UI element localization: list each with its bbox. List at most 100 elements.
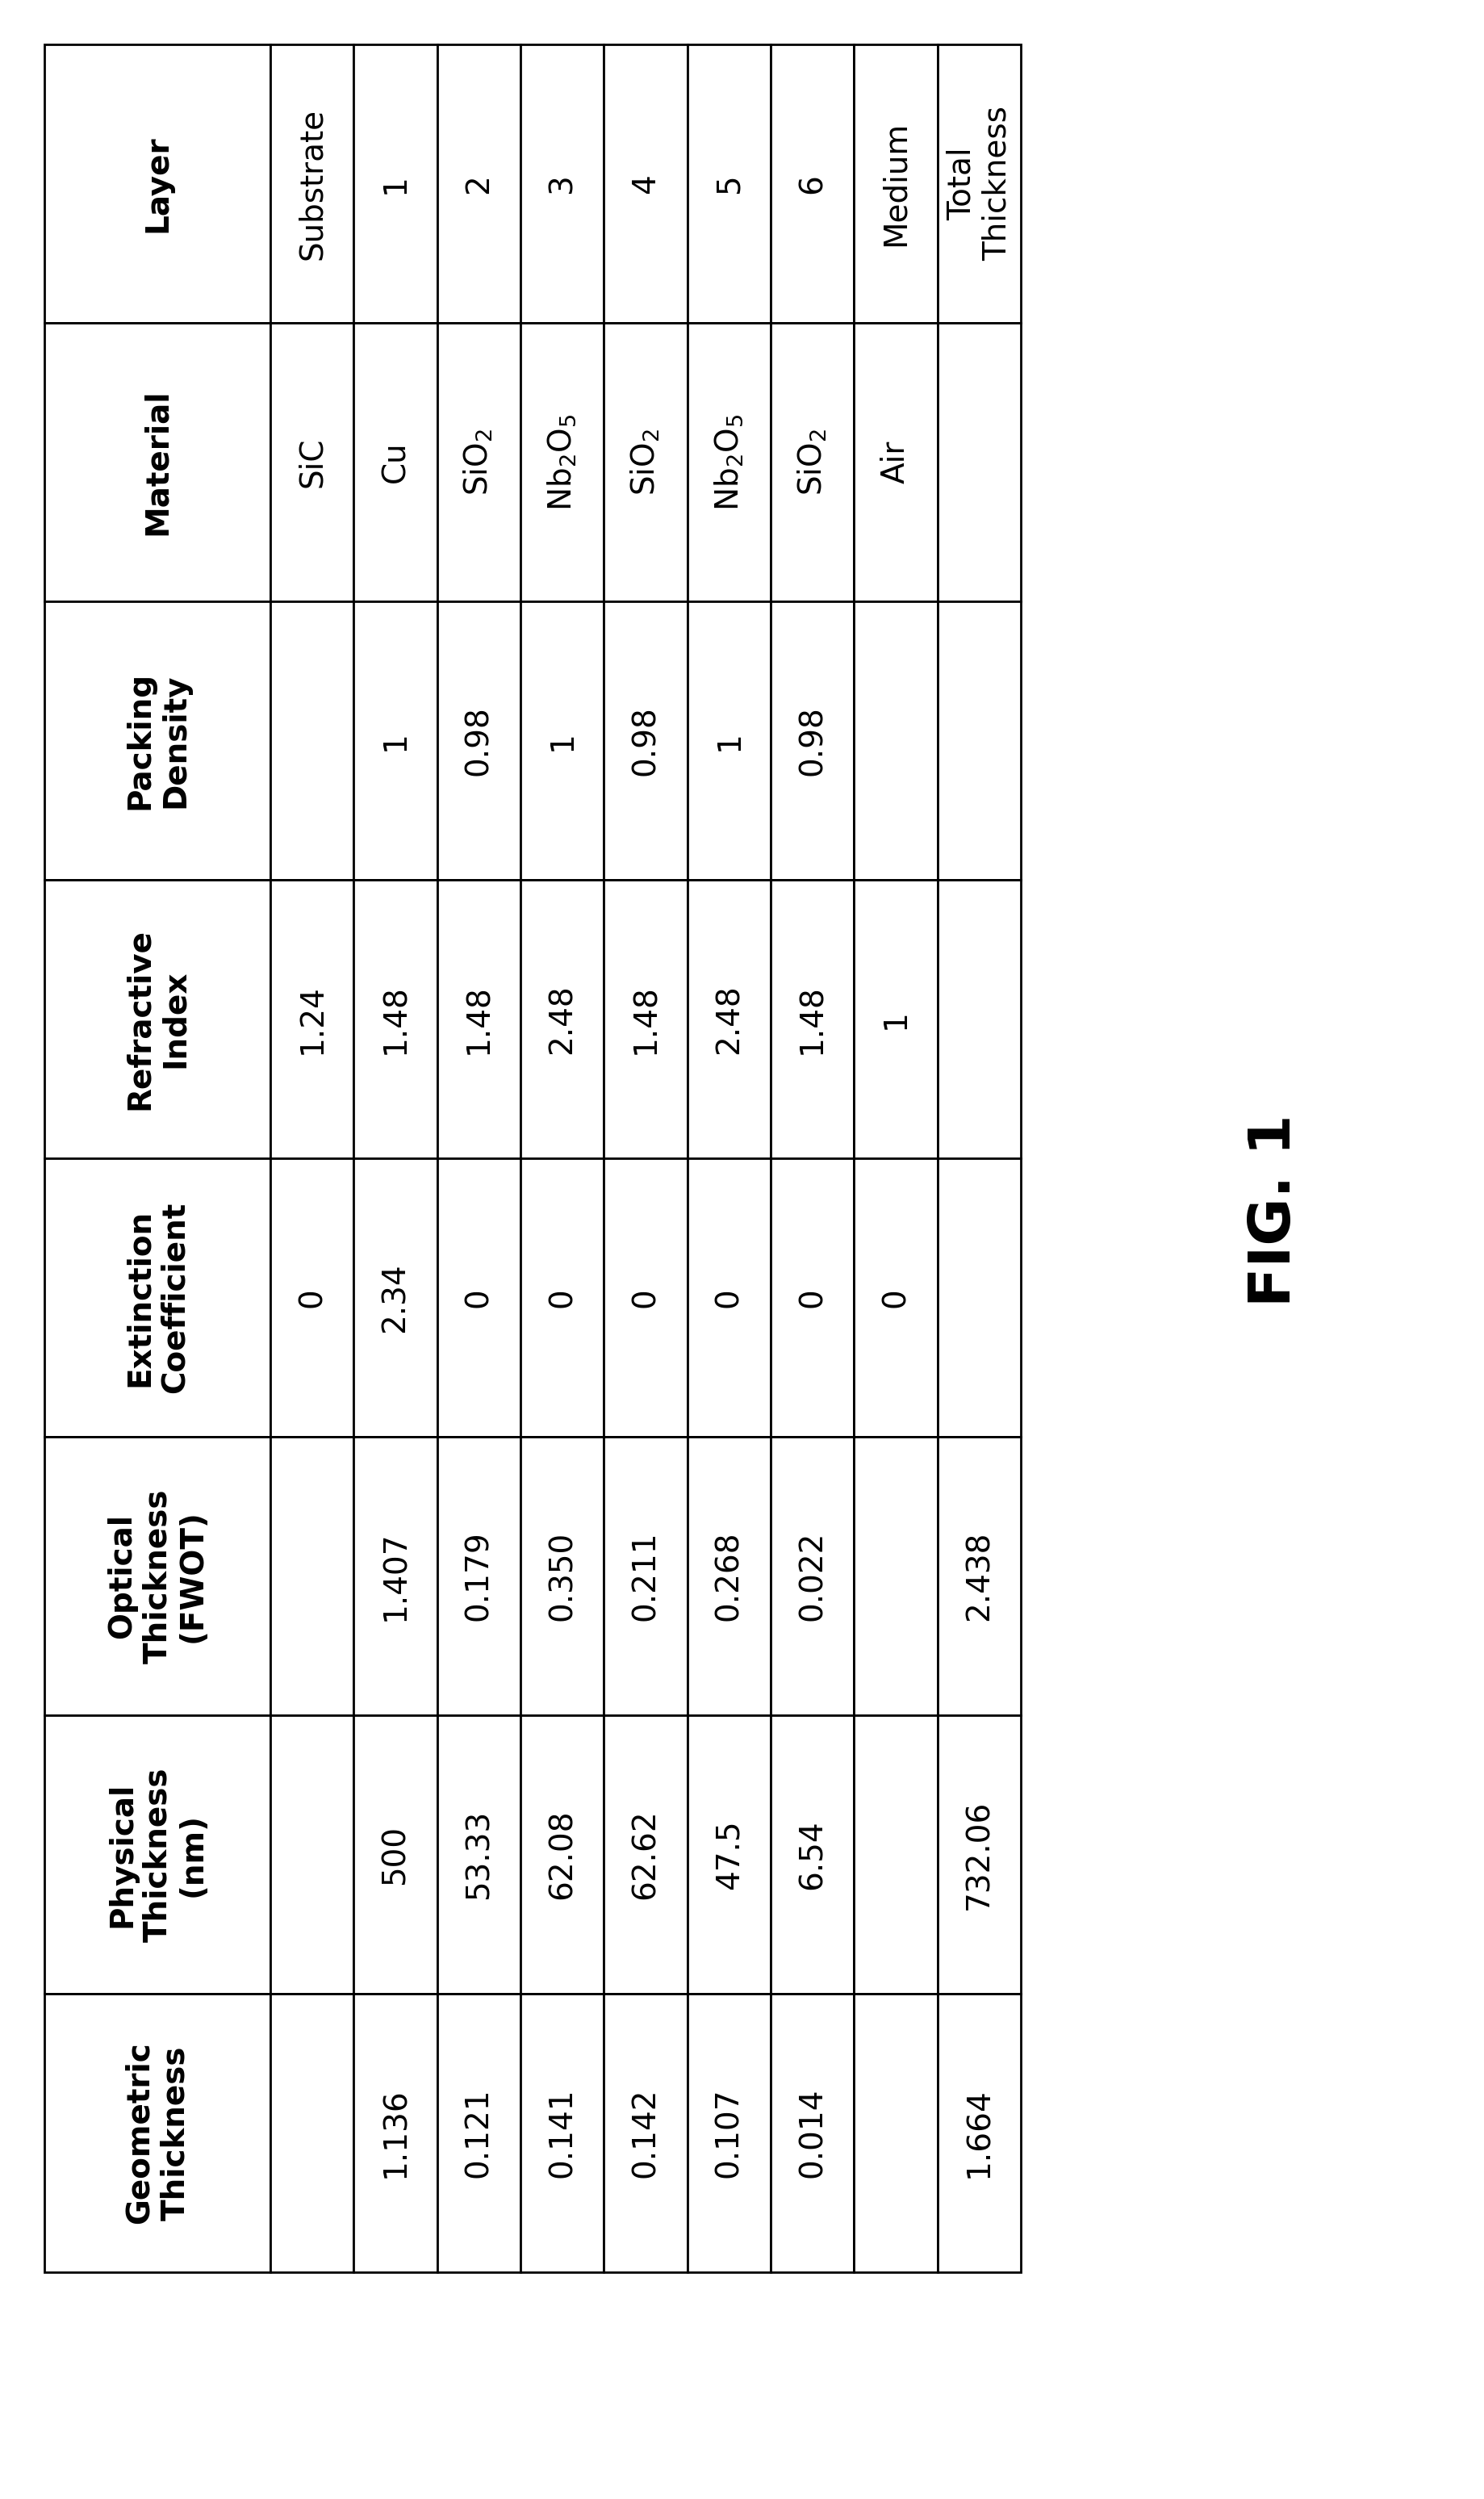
- Bar: [270, 602, 353, 880]
- Text: Cu: Cu: [380, 442, 411, 482]
- Text: Geometric
Thickness: Geometric Thickness: [125, 2042, 190, 2224]
- Text: SiO$_2$: SiO$_2$: [795, 430, 828, 495]
- Bar: [521, 880, 604, 1160]
- Bar: [936, 322, 1020, 602]
- Text: Optical
Thickness
(FWOT): Optical Thickness (FWOT): [107, 1489, 208, 1664]
- Text: Air: Air: [880, 440, 911, 485]
- Bar: [353, 45, 436, 322]
- Text: 0.121: 0.121: [463, 2087, 494, 2179]
- Bar: [770, 45, 853, 322]
- Bar: [436, 1714, 521, 1994]
- Bar: [687, 1714, 770, 1994]
- Text: Extinction
Coefficient: Extinction Coefficient: [125, 1202, 190, 1394]
- Text: 1.48: 1.48: [463, 985, 494, 1055]
- Bar: [936, 1160, 1020, 1437]
- Text: 0: 0: [546, 1287, 577, 1307]
- Text: 1.407: 1.407: [380, 1532, 411, 1622]
- Text: 500: 500: [380, 1824, 411, 1884]
- Bar: [770, 322, 853, 602]
- Text: Nb$_2$O$_5$: Nb$_2$O$_5$: [546, 412, 577, 510]
- Text: 0.179: 0.179: [463, 1532, 494, 1622]
- Bar: [270, 45, 353, 322]
- Bar: [604, 1160, 687, 1437]
- Bar: [936, 1437, 1020, 1714]
- Text: 0: 0: [629, 1287, 660, 1307]
- Bar: [270, 1160, 353, 1437]
- Text: 1.664: 1.664: [963, 2087, 994, 2179]
- Text: 1: 1: [380, 172, 411, 192]
- Text: FIG. 1: FIG. 1: [1247, 1115, 1301, 1307]
- Bar: [270, 880, 353, 1160]
- Text: Substrate: Substrate: [297, 107, 326, 260]
- Text: 3: 3: [546, 172, 577, 192]
- Text: 0.98: 0.98: [629, 705, 660, 775]
- Text: 0.141: 0.141: [546, 2087, 577, 2179]
- Bar: [936, 1994, 1020, 2272]
- Bar: [687, 880, 770, 1160]
- Text: 1.48: 1.48: [629, 985, 660, 1055]
- Bar: [353, 1160, 436, 1437]
- Text: 6.54: 6.54: [797, 1819, 827, 1889]
- Text: 1: 1: [880, 1010, 911, 1030]
- Bar: [521, 45, 604, 322]
- Bar: [687, 1160, 770, 1437]
- Bar: [853, 1160, 936, 1437]
- Bar: [521, 1160, 604, 1437]
- Bar: [353, 1994, 436, 2272]
- Bar: [853, 880, 936, 1160]
- Text: SiO$_2$: SiO$_2$: [463, 430, 494, 495]
- Text: 1: 1: [714, 730, 743, 750]
- Bar: [436, 602, 521, 880]
- Bar: [436, 1994, 521, 2272]
- Bar: [436, 1437, 521, 1714]
- Text: 2.34: 2.34: [380, 1262, 411, 1332]
- Bar: [604, 1437, 687, 1714]
- Text: 1.48: 1.48: [797, 985, 827, 1055]
- Text: SiC: SiC: [297, 437, 326, 487]
- Bar: [436, 322, 521, 602]
- Bar: [853, 1994, 936, 2272]
- Bar: [353, 322, 436, 602]
- Bar: [45, 880, 270, 1160]
- Text: 2.438: 2.438: [963, 1532, 994, 1622]
- Bar: [436, 1160, 521, 1437]
- Text: Nb$_2$O$_5$: Nb$_2$O$_5$: [712, 412, 745, 510]
- Text: Medium: Medium: [880, 120, 911, 247]
- Text: 1.48: 1.48: [380, 985, 411, 1055]
- Text: 0.211: 0.211: [629, 1532, 660, 1622]
- Text: 62.08: 62.08: [546, 1809, 577, 1899]
- Bar: [45, 602, 270, 880]
- Bar: [270, 322, 353, 602]
- Text: 0: 0: [463, 1287, 494, 1307]
- Bar: [521, 1437, 604, 1714]
- Bar: [853, 45, 936, 322]
- Text: Total
Thickness: Total Thickness: [945, 105, 1012, 260]
- Bar: [436, 880, 521, 1160]
- Text: Refractive
Index: Refractive Index: [125, 927, 190, 1110]
- Text: 0.022: 0.022: [797, 1532, 827, 1622]
- Bar: [936, 602, 1020, 880]
- Text: SiO$_2$: SiO$_2$: [629, 430, 662, 495]
- Bar: [853, 1714, 936, 1994]
- Text: 1: 1: [546, 730, 577, 750]
- Text: Packing
Density: Packing Density: [125, 672, 190, 810]
- Text: 0.98: 0.98: [463, 705, 494, 775]
- Text: 0: 0: [797, 1287, 827, 1307]
- Bar: [45, 1994, 270, 2272]
- Bar: [45, 45, 270, 322]
- Bar: [353, 880, 436, 1160]
- Text: 4: 4: [629, 172, 660, 192]
- Text: 2.48: 2.48: [546, 985, 577, 1055]
- Bar: [687, 1994, 770, 2272]
- Text: 6: 6: [797, 172, 827, 192]
- Bar: [353, 1714, 436, 1994]
- Bar: [770, 602, 853, 880]
- Text: 0.268: 0.268: [714, 1532, 743, 1622]
- Bar: [770, 1714, 853, 1994]
- Bar: [853, 322, 936, 602]
- Text: 732.06: 732.06: [963, 1799, 994, 1909]
- Text: 2: 2: [463, 172, 494, 192]
- Bar: [687, 45, 770, 322]
- Text: 53.33: 53.33: [463, 1809, 494, 1899]
- Bar: [521, 322, 604, 602]
